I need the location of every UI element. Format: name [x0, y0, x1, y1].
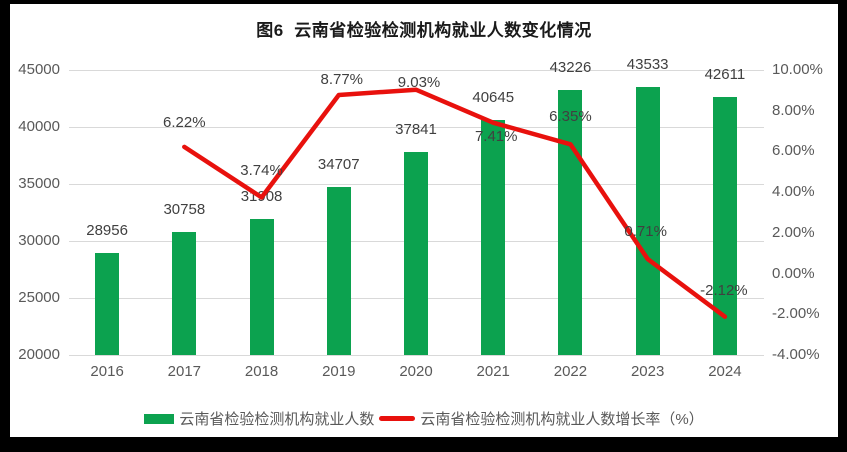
legend: 云南省检验检测机构就业人数 云南省检验检测机构就业人数增长率（%） [10, 408, 838, 429]
right-axis-tick-label: -2.00% [772, 305, 820, 323]
line-point-label: 6.22% [163, 113, 206, 131]
growth-rate-line [182, 87, 728, 319]
bar-value-label: 40645 [472, 88, 515, 106]
right-axis-tick-label: 10.00% [772, 61, 823, 78]
chart-title: 图6 云南省检验检测机构就业人数变化情况 [256, 21, 592, 40]
x-axis-tick-label: 2019 [322, 363, 356, 380]
right-axis-tick-label: -4.00% [772, 346, 820, 363]
chart-canvas: 图6 云南省检验检测机构就业人数变化情况 45000 40000 35000 3000… [10, 4, 838, 437]
bar-value-label: 34707 [317, 156, 360, 174]
bar-value-label: 43533 [626, 55, 669, 73]
bar-value-label: 43226 [549, 59, 592, 77]
right-axis-tick-label: 6.00% [772, 142, 815, 160]
line-point-label: 9.03% [397, 73, 441, 91]
left-axis-tick-label: 30000 [18, 232, 60, 249]
x-axis-tick-label: 2022 [553, 363, 588, 380]
line-point-label: 8.77% [320, 71, 364, 89]
left-axis-tick-label: 20000 [18, 346, 60, 363]
gridline [68, 126, 764, 128]
left-axis-tick-label: 45000 [18, 61, 60, 78]
bar [249, 219, 274, 355]
legend-bar-label: 云南省检验检测机构就业人数 [179, 411, 375, 428]
bar [558, 90, 583, 355]
left-axis-tick-label: 35000 [18, 175, 60, 192]
bar [481, 119, 506, 355]
bar [172, 232, 197, 355]
line-point-label: -2.12% [700, 281, 748, 299]
bar [635, 86, 660, 355]
right-axis-tick-label: 2.00% [772, 223, 815, 241]
line-point-label: 7.41% [474, 127, 518, 145]
gridline [68, 354, 764, 356]
bar-value-label: 28956 [86, 221, 128, 239]
left-axis-tick-label: 25000 [18, 289, 60, 306]
gridline [68, 69, 764, 71]
line-point-label: 3.74% [240, 162, 283, 180]
x-axis-tick-label: 2017 [167, 363, 202, 380]
left-axis-tick-label: 40000 [18, 118, 60, 135]
bar-value-label: 30758 [163, 201, 206, 219]
plot-area: 45000 40000 35000 30000 25000 20000 10.00% 8.00… [10, 4, 838, 437]
x-axis-tick-label: 2024 [708, 363, 742, 380]
right-axis-tick-label: 4.00% [772, 183, 815, 201]
legend-bar-swatch-icon [144, 413, 175, 424]
legend-line-swatch-icon [379, 416, 416, 421]
bar [326, 187, 351, 355]
bar-value-label: 42611 [704, 66, 746, 84]
line-point-label: 0.71% [624, 223, 667, 241]
right-axis-tick-label: 8.00% [772, 101, 815, 119]
line-point-label: 6.35% [549, 108, 592, 126]
x-axis-tick-label: 2021 [476, 363, 510, 380]
bar [404, 151, 428, 355]
x-axis-tick-label: 2018 [244, 363, 279, 380]
x-axis-tick-label: 2023 [630, 363, 665, 380]
x-axis-tick-label: 2020 [399, 363, 433, 380]
legend-line-label: 云南省检验检测机构就业人数增长率（%） [420, 411, 704, 428]
right-axis-tick-label: 0.00% [772, 264, 815, 282]
bar-value-label: 37841 [395, 120, 437, 138]
x-axis-tick-label: 2016 [90, 363, 124, 380]
bar [95, 252, 120, 355]
